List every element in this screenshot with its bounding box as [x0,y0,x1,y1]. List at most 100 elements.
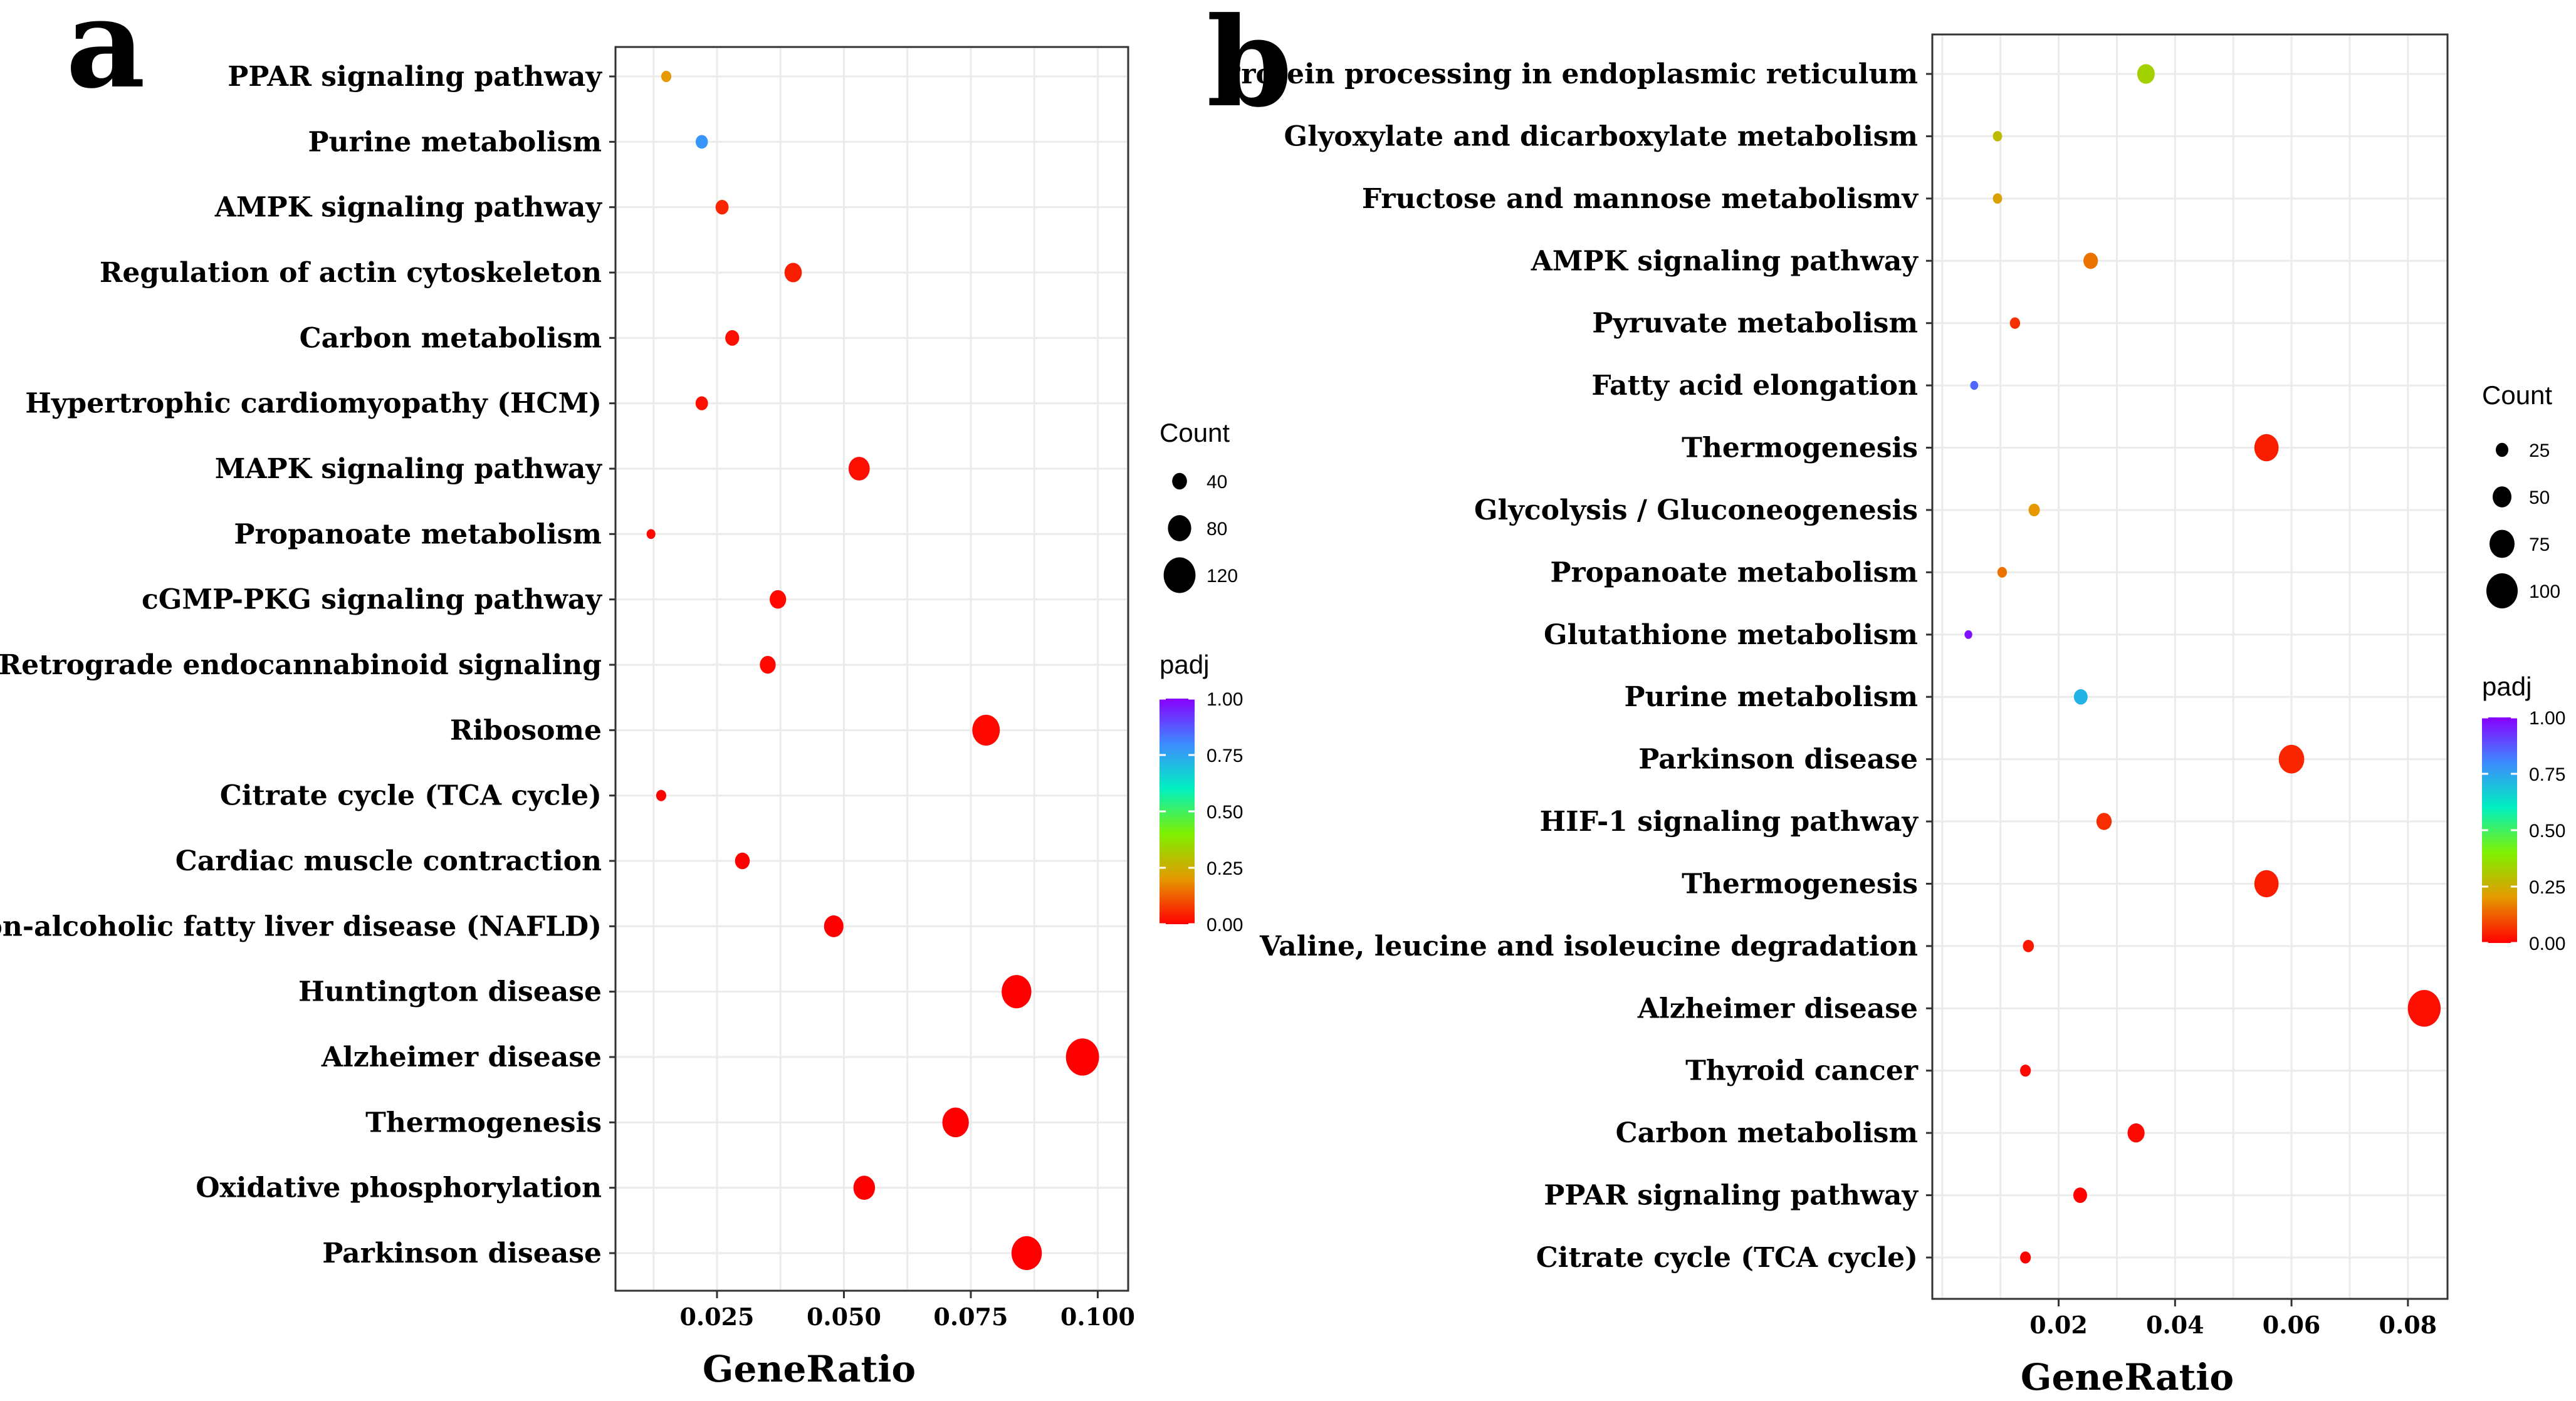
plot-area [1931,33,2449,1300]
count-legend-title: Count [2482,380,2552,410]
category-label: Regulation of actin cytoskeleton [100,257,602,289]
plot-frame [614,46,1129,1292]
category-label: Parkinson disease [322,1237,602,1269]
data-point [784,263,802,283]
category-label: Thyroid cancer [1685,1055,1919,1087]
data-point [1964,630,1972,639]
padj-tick-label: 0.25 [2529,877,2565,898]
panel-b-chart: b 0.02 0.04 0.06 0.08 GeneRatio Protein proces… [1207,0,2565,1398]
count-legend-dot [1163,557,1196,593]
category-label: Pyruvate metabolism [1592,308,1918,340]
x-tick-label: 0.02 [2029,1311,2088,1339]
category-label: Fructose and mannose metabolismv [1362,183,1919,215]
x-tick-label: 0.050 [807,1303,881,1331]
count-legend-dot [2493,486,2511,508]
data-point [1992,131,2003,142]
data-point [824,915,844,937]
data-point [715,199,729,215]
category-label: Thermogenesis [1682,868,1918,900]
count-legend-dot [2486,573,2518,608]
plot-frame [1931,33,2449,1300]
data-point [1997,566,2008,578]
data-point [770,590,787,609]
data-point [2009,317,2021,329]
data-point [695,135,708,149]
x-tick-label: 0.08 [2379,1311,2437,1339]
data-point [2020,1251,2031,1264]
data-point [2020,1065,2031,1077]
data-point [661,70,672,83]
data-point [853,1175,876,1200]
category-label: Oxidative phosphorylation [196,1172,602,1204]
padj-tick-label: 0.00 [1207,915,1243,935]
count-legend-label: 100 [2529,581,2560,602]
category-label: Fatty acid elongation [1591,370,1918,402]
data-point [1002,975,1032,1009]
data-point [2278,744,2305,774]
data-point [1011,1236,1042,1271]
category-label: Alzheimer disease [1637,992,1918,1024]
x-tick-label: 0.04 [2146,1311,2204,1339]
data-point [656,789,666,801]
category-label: Huntington disease [298,976,602,1008]
category-label: Purine metabolism [308,126,602,158]
count-legend-label: 50 [2529,487,2550,508]
category-label: PPAR signaling pathway [228,61,602,93]
count-legend-dot [1168,515,1191,541]
x-axis-title: GeneRatio [703,1348,916,1390]
category-label: Valine, leucine and isoleucine degradati… [1259,930,1918,962]
x-tick-label: 0.025 [679,1303,754,1331]
category-label: Ribosome [450,714,602,746]
category-label: AMPK signaling pathway [1531,245,1919,277]
category-label: Alzheimer disease [321,1041,602,1073]
padj-tick-label: 0.75 [2529,764,2565,785]
x-tick-label: 0.075 [933,1303,1008,1331]
padj-tick-label: 0.75 [1207,746,1243,766]
category-label: HIF-1 signaling pathway [1540,806,1919,838]
category-label: Thermogenesis [1682,432,1918,464]
count-legend-dot [2490,529,2515,558]
category-label: Hypertrophic cardiomyopathy (HCM) [25,388,602,420]
category-label: Thermogenesis [365,1107,602,1138]
count-legend-label: 75 [2529,534,2550,555]
category-label: Protein processing in endoplasmic reticu… [1220,58,1918,90]
category-label: PPAR signaling pathway [1544,1180,1919,1212]
padj-tick-label: 0.00 [2529,934,2565,954]
data-point [848,457,870,481]
panel-letter: b [1207,0,1292,135]
category-label: Retrograde endocannabinoid signaling [0,649,602,681]
data-point [942,1107,969,1138]
padj-tick-label: 0.50 [1207,802,1243,823]
padj-tick-label: 1.00 [2529,708,2565,729]
data-point [2096,813,2112,830]
category-label: cGMP-PKG signaling pathway [142,584,602,616]
panel-a-chart: a 0.025 0.050 0.075 0.100 GeneRatio PPAR signa… [0,0,1243,1390]
data-point [972,714,1000,746]
count-legend-label: 40 [1207,472,1227,492]
padj-tick-label: 1.00 [1207,689,1243,710]
x-axis-title: GeneRatio [2021,1356,2234,1398]
category-label: Parkinson disease [1638,744,1918,776]
padj-legend-title: padj [2482,672,2531,701]
category-label: Carbon metabolism [1616,1117,1918,1149]
data-point [2127,1123,2145,1143]
data-point [2407,989,2441,1027]
category-label: Glycolysis / Gluconeogenesis [1474,494,1918,526]
data-point [1065,1038,1099,1076]
category-label: Propanoate metabolism [234,518,602,550]
data-point [2254,870,2279,898]
count-legend-label: 25 [2529,440,2550,461]
data-point [2073,1187,2087,1203]
data-point [725,330,740,346]
data-point [2028,503,2040,517]
category-label: AMPK signaling pathway [214,192,603,224]
category-label: Purine metabolism [1624,681,1918,713]
category-label: Cardiac muscle contraction [175,845,602,877]
category-label: Carbon metabolism [300,322,602,354]
data-point [735,852,750,870]
data-point [1970,380,1979,390]
data-point [760,655,776,674]
category-label: Propanoate metabolism [1550,556,1918,588]
data-point [1992,193,2003,204]
